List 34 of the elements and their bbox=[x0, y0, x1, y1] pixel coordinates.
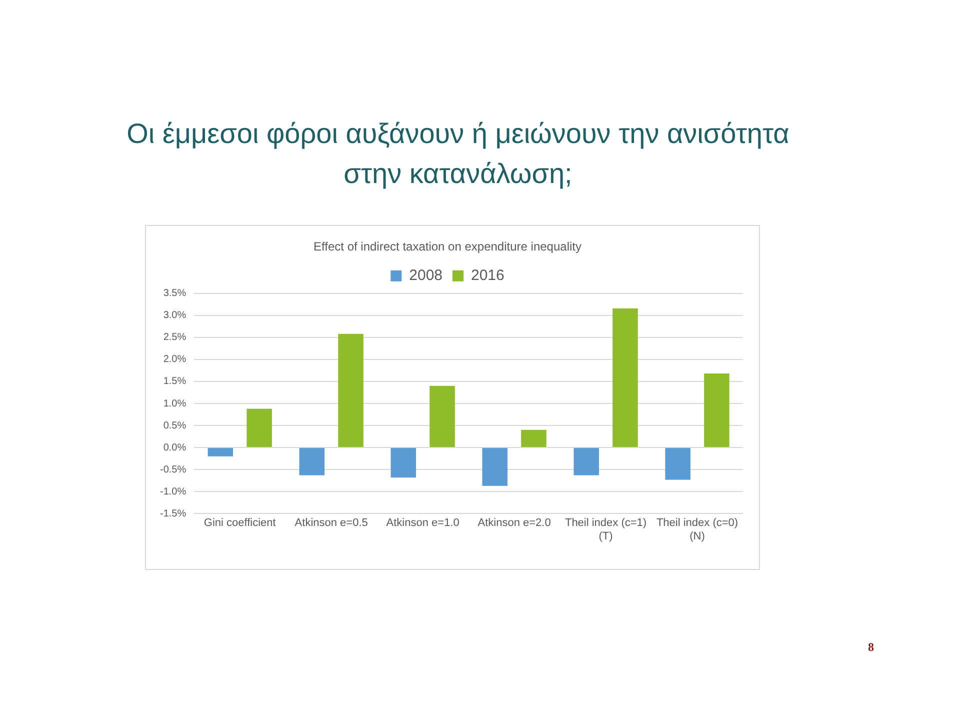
y-tick-label: 2.5% bbox=[163, 332, 186, 344]
chart-subtitle: Effect of indirect taxation on expenditure inequality bbox=[314, 240, 582, 254]
x-tick-label: Atkinson e=1.0 bbox=[386, 517, 460, 530]
chart-title: Οι έμμεσοι φόροι αυξάνουν ή μειώνουν την ανισότητα στην κατανάλωση; bbox=[126, 117, 790, 191]
x-tick-label: Theil index (c=0) (N) bbox=[656, 517, 738, 542]
bar bbox=[704, 374, 730, 448]
bar bbox=[390, 448, 416, 478]
bar bbox=[612, 308, 638, 448]
bar bbox=[299, 448, 325, 476]
legend-label: 2016 bbox=[471, 267, 504, 284]
bar bbox=[482, 448, 508, 486]
y-tick-label: 3.0% bbox=[163, 310, 186, 322]
y-tick-label: 3.5% bbox=[163, 288, 186, 300]
bar bbox=[521, 430, 546, 448]
y-tick-label: 0.5% bbox=[163, 420, 186, 432]
bar bbox=[338, 334, 364, 448]
x-tick-label: Gini coefficient bbox=[204, 517, 276, 530]
x-tick-label: Atkinson e=2.0 bbox=[478, 517, 551, 530]
bar bbox=[574, 448, 599, 476]
legend-label: 2008 bbox=[409, 267, 443, 284]
x-tick-label: Theil index (c=1) (T) bbox=[564, 517, 647, 542]
bar bbox=[246, 408, 272, 448]
bar bbox=[208, 448, 234, 456]
bar bbox=[430, 386, 455, 448]
bar bbox=[665, 448, 690, 480]
y-tick-label: 0.0% bbox=[163, 442, 186, 454]
y-tick-label: 2.0% bbox=[163, 354, 186, 366]
x-tick-label: Atkinson e=0.5 bbox=[294, 517, 368, 530]
y-tick-label: -1.0% bbox=[160, 486, 186, 498]
text: 8 bbox=[868, 640, 874, 655]
y-tick-label: 1.0% bbox=[163, 398, 186, 410]
y-tick-label: -0.5% bbox=[160, 464, 186, 476]
y-tick-label: -1.5% bbox=[160, 508, 186, 520]
y-tick-label: 1.5% bbox=[163, 376, 186, 388]
